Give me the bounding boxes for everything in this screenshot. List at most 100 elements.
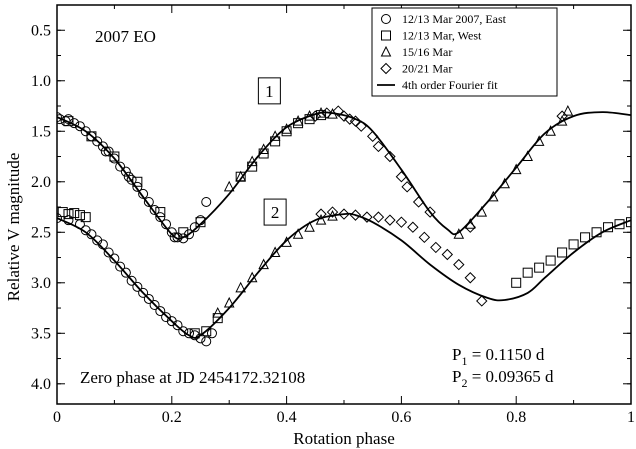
data-point-square-s2-18 <box>626 217 631 228</box>
data-point-diamond-s1-0 <box>309 110 322 122</box>
data-point-square-s2-4 <box>80 212 91 223</box>
data-point-triangle-s1-18 <box>545 125 556 136</box>
data-point-circle-s2-21 <box>184 328 195 339</box>
x-tick-label-1: 0.2 <box>162 409 182 426</box>
data-point-diamond-s2-3 <box>349 209 362 221</box>
data-point-triangle-s1-20 <box>562 104 574 116</box>
legend-circle-marker <box>381 14 391 24</box>
data-point-diamond-s1-8 <box>372 140 385 153</box>
data-point-circle-s2-1 <box>63 215 74 226</box>
data-point-circle-s1-0 <box>57 112 62 123</box>
data-point-square-s2-0 <box>57 207 68 218</box>
legend-label-3: 20/21 Mar <box>402 62 452 76</box>
y-tick-label-5: 3.0 <box>31 275 51 292</box>
legend-label-0: 12/13 Mar 2007, East <box>402 12 507 26</box>
data-point-circle-s1-12 <box>126 174 137 185</box>
data-point-diamond-s1-6 <box>355 120 367 132</box>
data-point-square-s1-14 <box>316 110 327 121</box>
plot-inner <box>57 104 631 347</box>
data-point-triangle-s2-8 <box>304 221 315 232</box>
data-point-circle-s1-23 <box>189 222 200 233</box>
data-point-circle-s2-16 <box>155 306 166 317</box>
data-point-diamond-s1-2 <box>332 105 344 117</box>
data-point-circle-s2-8 <box>109 253 120 264</box>
data-point-circle-s1-8 <box>103 146 114 157</box>
data-point-diamond-s2-1 <box>326 206 339 218</box>
data-point-triangle-s2-5 <box>269 246 281 257</box>
data-point-diamond-s1-11 <box>401 181 413 193</box>
panel-label-text-2: 2 <box>271 203 280 222</box>
data-point-diamond-s1-13 <box>424 206 436 218</box>
period-2-subscript: 2 <box>461 376 467 390</box>
data-point-triangle-s2-9 <box>315 214 327 225</box>
y-tick-label-0: 0.5 <box>31 22 51 39</box>
data-point-circle-s2-6 <box>97 239 108 250</box>
plot-area: 12 <box>57 77 631 347</box>
data-point-triangle-s1-15 <box>510 163 522 175</box>
data-point-square-s1-6 <box>195 217 206 228</box>
data-point-square-s1-5 <box>178 227 189 238</box>
data-point-circle-s2-25 <box>206 328 217 339</box>
x-tick-label-2: 0.4 <box>277 409 297 426</box>
data-point-circle-s2-0 <box>57 213 62 224</box>
data-point-circle-s1-14 <box>138 188 149 199</box>
data-point-diamond-s1-1 <box>321 107 333 119</box>
data-point-diamond-s2-10 <box>430 241 442 254</box>
data-point-square-s2-9 <box>522 267 533 278</box>
data-point-diamond-s1-12 <box>412 196 425 208</box>
fourier-fit-curve-1 <box>57 111 631 240</box>
period-1-subscript: 1 <box>461 354 467 368</box>
x-tick-label-5: 1 <box>627 409 635 426</box>
data-point-circle-s2-24 <box>201 336 212 347</box>
data-point-triangle-s2-6 <box>281 236 292 247</box>
data-point-square-s2-5 <box>189 328 200 339</box>
legend-item-4: 4th order Fourier fit <box>377 78 498 92</box>
zero-phase-annotation: Zero phase at JD 2454172.32108 <box>80 368 305 387</box>
data-point-circle-s2-9 <box>115 261 126 272</box>
data-point-triangle-s1-19 <box>556 115 568 126</box>
panel-label-box-2 <box>263 198 287 226</box>
data-point-square-s2-12 <box>557 247 568 258</box>
data-point-diamond-s2-11 <box>441 248 454 261</box>
data-point-square-s1-11 <box>281 126 292 137</box>
data-point-triangle-s1-16 <box>522 150 533 162</box>
data-point-square-s2-10 <box>534 262 545 273</box>
data-point-diamond-s2-8 <box>407 221 419 233</box>
data-point-circle-s1-19 <box>166 227 177 238</box>
data-point-circle-s2-7 <box>103 247 114 258</box>
y-tick-label-4: 2.5 <box>31 224 51 241</box>
data-point-diamond-s2-4 <box>361 211 373 223</box>
data-point-square-s2-7 <box>212 313 223 324</box>
period-2-value: = 0.09365 d <box>467 367 554 386</box>
legend-label-2: 15/16 Mar <box>402 45 452 59</box>
data-point-triangle-s1-6 <box>292 115 304 126</box>
data-point-diamond-s2-6 <box>384 214 396 226</box>
series-2 <box>57 206 631 347</box>
data-point-square-s1-2 <box>109 151 120 162</box>
legend: 12/13 Mar 2007, East 12/13 Mar, West 15/16… <box>371 7 558 97</box>
data-point-square-s2-2 <box>69 208 80 219</box>
legend-item-0: 12/13 Mar 2007, East <box>381 12 507 26</box>
legend-box <box>371 7 558 97</box>
data-point-square-s2-1 <box>63 209 74 220</box>
y-tick-label-1: 1.0 <box>31 73 51 90</box>
legend-item-1: 12/13 Mar, West <box>381 29 482 43</box>
data-point-diamond-s2-9 <box>418 231 431 244</box>
data-point-diamond-s1-4 <box>344 113 356 125</box>
data-point-diamond-s2-14 <box>476 295 488 307</box>
data-point-triangle-s2-4 <box>258 258 269 270</box>
data-point-triangle-s2-10 <box>327 209 338 221</box>
data-point-triangle-s1-7 <box>304 109 315 121</box>
data-point-square-s1-12 <box>293 118 304 129</box>
legend-diamond-marker <box>380 62 392 75</box>
data-point-diamond-s2-0 <box>315 208 327 220</box>
data-point-square-s1-1 <box>86 131 97 142</box>
data-point-circle-s1-22 <box>184 229 195 240</box>
data-point-circle-s1-18 <box>161 219 172 230</box>
series-1 <box>57 104 631 244</box>
panel-label-text-1: 1 <box>265 82 274 101</box>
data-point-circle-s2-4 <box>86 229 97 240</box>
data-point-circle-s2-13 <box>138 287 149 298</box>
data-point-square-s2-17 <box>614 219 625 230</box>
data-point-triangle-s1-11 <box>464 218 476 229</box>
